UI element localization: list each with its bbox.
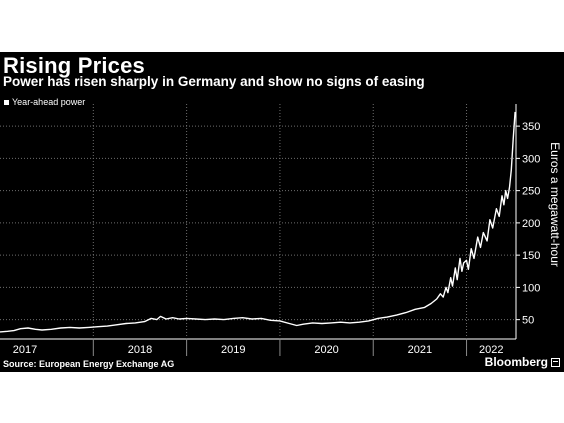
y-axis-label: Euros a megawatt-hour [548,142,562,267]
brand-icon [551,357,560,367]
y-tick-label: 300 [522,153,540,165]
source-note: Source: European Energy Exchange AG [3,359,175,369]
y-tick-label: 350 [522,121,540,133]
legend-label: Year-ahead power [12,97,86,107]
legend-swatch [4,99,9,105]
y-tick-label: 250 [522,186,540,198]
x-tick-label: 2022 [479,344,503,356]
x-tick-label: 2018 [128,344,152,356]
y-tick-label: 50 [522,315,534,327]
brand-name: Bloomberg [484,355,548,369]
y-tick-label: 200 [522,218,540,230]
y-tick-label: 100 [522,282,540,294]
x-tick-label: 2020 [314,344,338,356]
x-tick-label: 2021 [408,344,432,356]
x-tick-label: 2017 [13,344,37,356]
chart-subtitle: Power has risen sharply in Germany and s… [3,74,425,89]
chart-plot: 50 100 150 200 250 300 350 2017 2018 2019 2020 2021… [0,104,562,356]
series-line-year-ahead-power [0,111,516,333]
chart-title: Rising Prices [3,53,145,78]
y-tick-label: 150 [522,250,540,262]
chart-frame: Rising Prices Power has risen sharply in… [0,52,564,372]
legend: Year-ahead power [4,96,85,108]
brand-logo: Bloomberg [485,355,560,369]
x-tick-label: 2019 [221,344,245,356]
